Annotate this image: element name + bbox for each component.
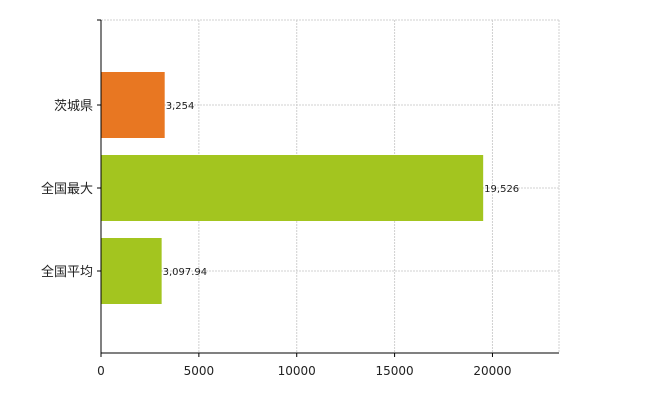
x-tick-label: 20000 — [473, 364, 511, 378]
bar — [101, 72, 165, 138]
bar — [101, 155, 484, 221]
category-label: 全国平均 — [41, 264, 93, 280]
data-label: 19,526 — [484, 184, 519, 195]
grid-lines — [101, 19, 560, 353]
category-label: 全国最大 — [41, 181, 93, 197]
labels: 3,254 茨城県 19,526 全国最大 3,097.94 全国平均 0 5000 10000… — [41, 99, 519, 378]
data-label: 3,097.94 — [163, 267, 208, 278]
x-tick-label: 0 — [97, 364, 105, 378]
x-tick-label: 5000 — [184, 364, 215, 378]
category-label: 茨城県 — [54, 99, 93, 114]
x-tick-label: 15000 — [375, 364, 413, 378]
x-tick-label: 10000 — [278, 364, 316, 378]
bars — [101, 72, 484, 304]
bar — [101, 238, 162, 304]
data-label: 3,254 — [166, 101, 195, 112]
axes — [97, 19, 559, 357]
